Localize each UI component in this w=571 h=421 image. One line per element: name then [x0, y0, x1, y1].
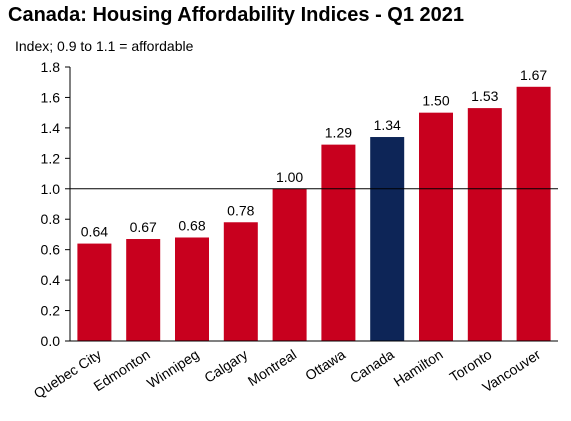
data-label: 0.67 [130, 219, 157, 235]
x-tick-label: Calgary [201, 346, 250, 386]
y-tick-label: 1.8 [41, 59, 61, 75]
bar-hamilton [419, 112, 453, 342]
y-tick-label: 0.6 [41, 242, 61, 258]
chart-subtitle: Index; 0.9 to 1.1 = affordable [15, 38, 194, 54]
y-tick-label: 1.0 [41, 181, 61, 197]
data-label: 1.29 [325, 125, 352, 141]
data-label: 0.68 [178, 217, 205, 233]
data-label: 1.50 [422, 93, 449, 109]
y-tick-label: 1.6 [41, 89, 61, 105]
y-tick-label: 0.8 [41, 211, 61, 227]
x-tick-label: Quebec City [31, 346, 104, 401]
x-tick-label: Hamilton [391, 346, 446, 390]
x-tick-label: Winnipeg [144, 346, 202, 391]
bar-quebec-city [77, 243, 112, 341]
chart-title: Canada: Housing Affordability Indices - … [8, 4, 465, 26]
bar-vancouver [516, 86, 551, 342]
bar-canada [370, 137, 405, 341]
x-tick-label: Canada [347, 346, 397, 386]
bar-ottawa [321, 144, 356, 341]
bar-calgary [223, 222, 258, 341]
data-label: 1.00 [276, 169, 303, 185]
y-tick-label: 0.2 [41, 303, 61, 319]
x-tick-label: Ottawa [302, 346, 348, 384]
bar-edmonton [126, 239, 161, 341]
plot-area: 0.0 0.2 0.4 0.6 0.8 1.0 1.2 1.4 1.6 1.8 0.64 Quebec… [31, 59, 558, 401]
y-tick-label: 0.0 [41, 333, 61, 349]
y-tick-label: 0.4 [41, 272, 61, 288]
data-label: 1.67 [520, 67, 547, 83]
bar-winnipeg [175, 237, 209, 341]
bar-montreal [272, 188, 307, 341]
data-label: 0.64 [81, 224, 108, 240]
data-label: 1.53 [471, 88, 498, 104]
y-tick-label: 1.4 [41, 120, 61, 136]
bar-toronto [467, 108, 502, 341]
y-tick-label: 1.2 [41, 150, 61, 166]
x-tick-label: Montreal [245, 346, 299, 389]
data-label: 1.34 [374, 117, 401, 133]
data-label: 0.78 [227, 202, 254, 218]
